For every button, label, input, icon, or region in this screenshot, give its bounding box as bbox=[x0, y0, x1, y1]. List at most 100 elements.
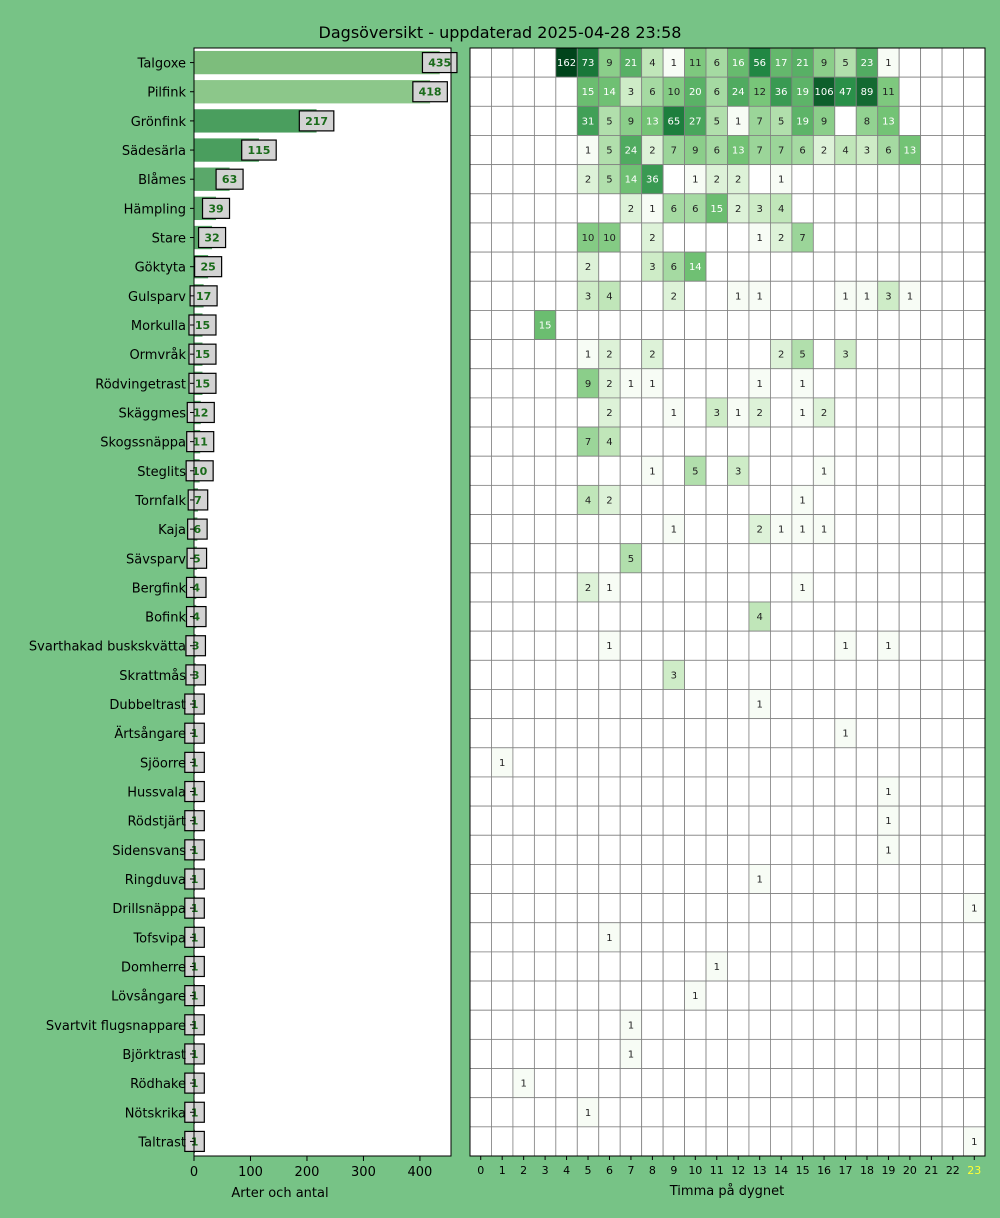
heatmap-cell bbox=[641, 834, 664, 865]
heatmap-cell bbox=[748, 543, 771, 574]
data-label: 3 bbox=[192, 640, 200, 653]
heatmap-cell bbox=[619, 1068, 643, 1099]
hour-tick-label: 4 bbox=[563, 1164, 570, 1177]
heatmap-cell bbox=[812, 280, 836, 311]
chart-title: Dagsöversikt - uppdaterad 2025-04-28 23:… bbox=[319, 23, 682, 42]
heatmap-cell-label: 3 bbox=[714, 408, 720, 419]
heatmap-cell bbox=[877, 864, 900, 894]
heatmap-cell bbox=[791, 280, 814, 311]
heatmap-cell bbox=[770, 980, 793, 1011]
heatmap-cell bbox=[791, 689, 814, 720]
heatmap-cell bbox=[877, 397, 900, 428]
data-label-box bbox=[197, 226, 227, 249]
heatmap-cell bbox=[512, 1126, 535, 1157]
data-label-box bbox=[184, 926, 205, 948]
data-label-box bbox=[201, 197, 231, 219]
heatmap-cell bbox=[598, 689, 621, 720]
heatmap-cell bbox=[727, 339, 750, 370]
heatmap-cell bbox=[576, 543, 600, 574]
heatmap-cell bbox=[512, 689, 535, 720]
heatmap-cell bbox=[641, 659, 664, 690]
heatmap-cell bbox=[555, 76, 578, 107]
data-label-box bbox=[298, 110, 335, 132]
heatmap-cell-label: 1 bbox=[842, 729, 848, 740]
heatmap-cell bbox=[705, 1126, 728, 1157]
data-label-box bbox=[185, 635, 207, 657]
heatmap-cell bbox=[941, 47, 964, 78]
heatmap-cell bbox=[877, 339, 900, 370]
x-tick-label: 0 bbox=[190, 1165, 198, 1180]
heatmap-cell bbox=[920, 164, 943, 195]
heatmap-cell bbox=[512, 455, 535, 486]
heatmap-cell bbox=[705, 368, 728, 399]
heatmap-cell bbox=[555, 397, 578, 428]
heatmap-cell bbox=[705, 339, 728, 370]
heatmap-cell bbox=[898, 1038, 922, 1069]
heatmap-cell bbox=[491, 718, 514, 749]
heatmap-cell bbox=[662, 1068, 685, 1099]
heatmap-cell bbox=[512, 280, 535, 311]
heatmap-cell bbox=[963, 864, 986, 894]
heatmap-cell bbox=[855, 397, 879, 428]
heatmap-cell bbox=[662, 310, 685, 340]
heatmap-cell-label: 1 bbox=[628, 379, 634, 390]
heatmap-cell bbox=[855, 251, 879, 282]
heatmap-cell-label: 14 bbox=[689, 262, 702, 273]
heatmap-cell bbox=[598, 310, 621, 340]
category-label: Dubbeltrast bbox=[109, 698, 186, 713]
heatmap-cell bbox=[619, 630, 643, 661]
heatmap-cell bbox=[684, 864, 707, 894]
heatmap-cell bbox=[855, 572, 879, 603]
heatmap-cell-label: 21 bbox=[625, 58, 638, 69]
data-label-box bbox=[188, 314, 217, 336]
heatmap-cell bbox=[834, 105, 857, 136]
heatmap-cell bbox=[491, 543, 514, 574]
hour-tick-label: 22 bbox=[946, 1164, 960, 1177]
data-label: 115 bbox=[247, 144, 270, 157]
data-label: 1 bbox=[191, 960, 199, 973]
heatmap-cell bbox=[598, 1126, 621, 1157]
heatmap-cell bbox=[727, 426, 750, 457]
heatmap-cell-label: 1 bbox=[628, 1020, 634, 1031]
data-label: 25 bbox=[200, 261, 215, 274]
category-label: Sidensvans bbox=[112, 844, 186, 859]
heatmap-cell bbox=[791, 980, 814, 1011]
heatmap-cell bbox=[834, 776, 857, 807]
heatmap-cell bbox=[469, 222, 492, 253]
heatmap-cell bbox=[941, 368, 964, 399]
heatmap-cell bbox=[512, 776, 535, 807]
data-label: 1 bbox=[191, 902, 199, 915]
heatmap-cell bbox=[834, 543, 857, 574]
heatmap-cell bbox=[662, 455, 685, 486]
heatmap-cell bbox=[705, 805, 728, 836]
heatmap-cell bbox=[491, 601, 514, 632]
heatmap-cell bbox=[598, 251, 621, 282]
heatmap-cell bbox=[598, 659, 621, 690]
data-label-box bbox=[184, 722, 205, 744]
heatmap-cell bbox=[855, 514, 879, 545]
heatmap-cell bbox=[963, 164, 986, 195]
data-label-box bbox=[184, 985, 205, 1007]
heatmap-cell bbox=[662, 484, 685, 515]
heatmap-cell bbox=[705, 1068, 728, 1099]
data-label: 1 bbox=[191, 727, 199, 740]
heatmap-cell-label: 1 bbox=[842, 291, 848, 302]
heatmap-cell bbox=[812, 339, 836, 370]
heatmap-cell bbox=[941, 1126, 964, 1157]
bar bbox=[194, 80, 431, 104]
heatmap-cell bbox=[941, 193, 964, 224]
heatmap-cell bbox=[877, 718, 900, 749]
heatmap-cell bbox=[834, 893, 857, 924]
heatmap-cell bbox=[469, 1068, 492, 1099]
heatmap-cell bbox=[662, 164, 685, 195]
heatmap-cell bbox=[963, 718, 986, 749]
heatmap-cell bbox=[748, 893, 771, 924]
heatmap-cell bbox=[533, 280, 557, 311]
heatmap-cell bbox=[576, 1126, 600, 1157]
heatmap-cell bbox=[469, 572, 492, 603]
heatmap-cell bbox=[941, 310, 964, 340]
heatmap-cell bbox=[555, 368, 578, 399]
heatmap-cell-label: 73 bbox=[582, 58, 595, 69]
heatmap-cell bbox=[705, 659, 728, 690]
heatmap-cell bbox=[834, 659, 857, 690]
